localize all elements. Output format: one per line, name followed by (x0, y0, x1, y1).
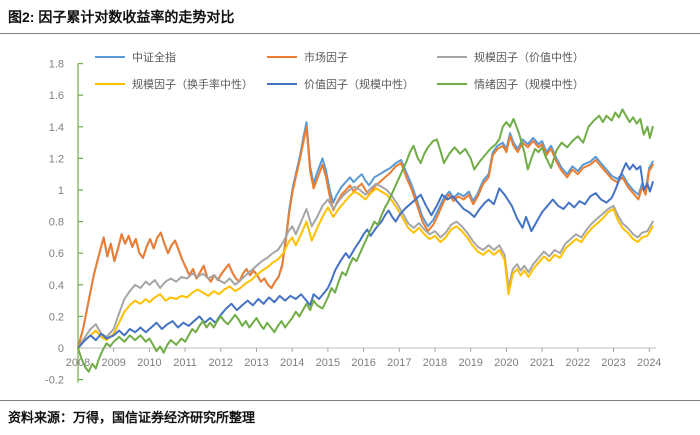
legend-line-sentiment-size-neutral (437, 82, 467, 86)
x-tick-label: 2018 (423, 357, 447, 369)
legend-line-market-factor (267, 55, 297, 59)
series-sentiment-factor-size-neutral (77, 108, 654, 373)
x-tick-label: 2011 (173, 357, 197, 369)
x-tick-label: 2016 (351, 357, 375, 369)
y-tick-label: -0.2 (45, 375, 64, 387)
x-tick-label: 2012 (209, 357, 233, 369)
y-tick-label: 0.4 (49, 280, 64, 292)
x-tick-label: 2014 (280, 357, 304, 369)
figure-title: 图2: 因子累计对数收益率的走势对比 (8, 9, 235, 25)
source-note: 资料来源：万得，国信证券经济研究所整理 (8, 410, 256, 425)
x-tick-label: 2019 (458, 357, 482, 369)
series-value-factor-size-neutral (77, 162, 654, 349)
series-market-factor (77, 125, 654, 349)
series-csi-all-share (77, 121, 654, 349)
legend-item-size-turnover-neutral: 规模因子（换手率中性） (95, 78, 253, 91)
y-tick-label: 1.4 (49, 122, 64, 134)
y-tick-label: 0.2 (49, 311, 64, 323)
y-tick-label: 1.2 (49, 153, 64, 165)
title-divider (0, 33, 700, 34)
legend-item-size-value-neutral: 规模因子（价值中性） (437, 51, 584, 64)
legend-line-size-value-neutral (437, 55, 467, 59)
legend-item-csi-all-share: 中证全指 (95, 51, 176, 64)
series-size-factor-value-neutral (77, 182, 654, 349)
series-size-factor-turnover-neutral (77, 187, 654, 349)
y-tick-label: 0.8 (49, 217, 64, 229)
legend-label: 情绪因子（规模中性） (474, 79, 584, 91)
x-tick-label: 2021 (530, 357, 554, 369)
y-tick-label: 0.6 (49, 248, 64, 260)
legend-label: 中证全指 (132, 52, 176, 64)
x-tick-label: 2023 (601, 357, 625, 369)
x-tick-label: 2008 (66, 357, 90, 369)
x-tick-label: 2022 (566, 357, 590, 369)
legend-item-market-factor: 市场因子 (267, 51, 348, 64)
y-tick-label: 1.8 (49, 59, 64, 71)
x-tick-label: 2010 (137, 357, 161, 369)
x-tick-label: 2024 (637, 357, 661, 369)
legend-label: 规模因子（换手率中性） (132, 79, 253, 91)
x-tick-label: 2017 (387, 357, 411, 369)
legend-line-value-size-neutral (267, 82, 297, 86)
source-divider (0, 400, 700, 401)
legend-line-size-turnover-neutral (95, 82, 125, 86)
y-tick-label: 1 (58, 185, 64, 197)
legend-item-sentiment-size-neutral: 情绪因子（规模中性） (437, 78, 584, 91)
legend-label: 市场因子 (304, 52, 348, 64)
x-tick-label: 2015 (316, 357, 340, 369)
x-tick-label: 2009 (101, 357, 125, 369)
legend-label: 价值因子（规模中性） (304, 79, 414, 91)
legend-item-value-size-neutral: 价值因子（规模中性） (267, 78, 414, 91)
legend-label: 规模因子（价值中性） (474, 52, 584, 64)
y-tick-label: 0 (58, 343, 64, 355)
x-tick-label: 2020 (494, 357, 518, 369)
legend-line-csi-all-share (95, 55, 125, 59)
y-tick-label: 1.6 (49, 90, 64, 102)
x-tick-label: 2013 (244, 357, 268, 369)
